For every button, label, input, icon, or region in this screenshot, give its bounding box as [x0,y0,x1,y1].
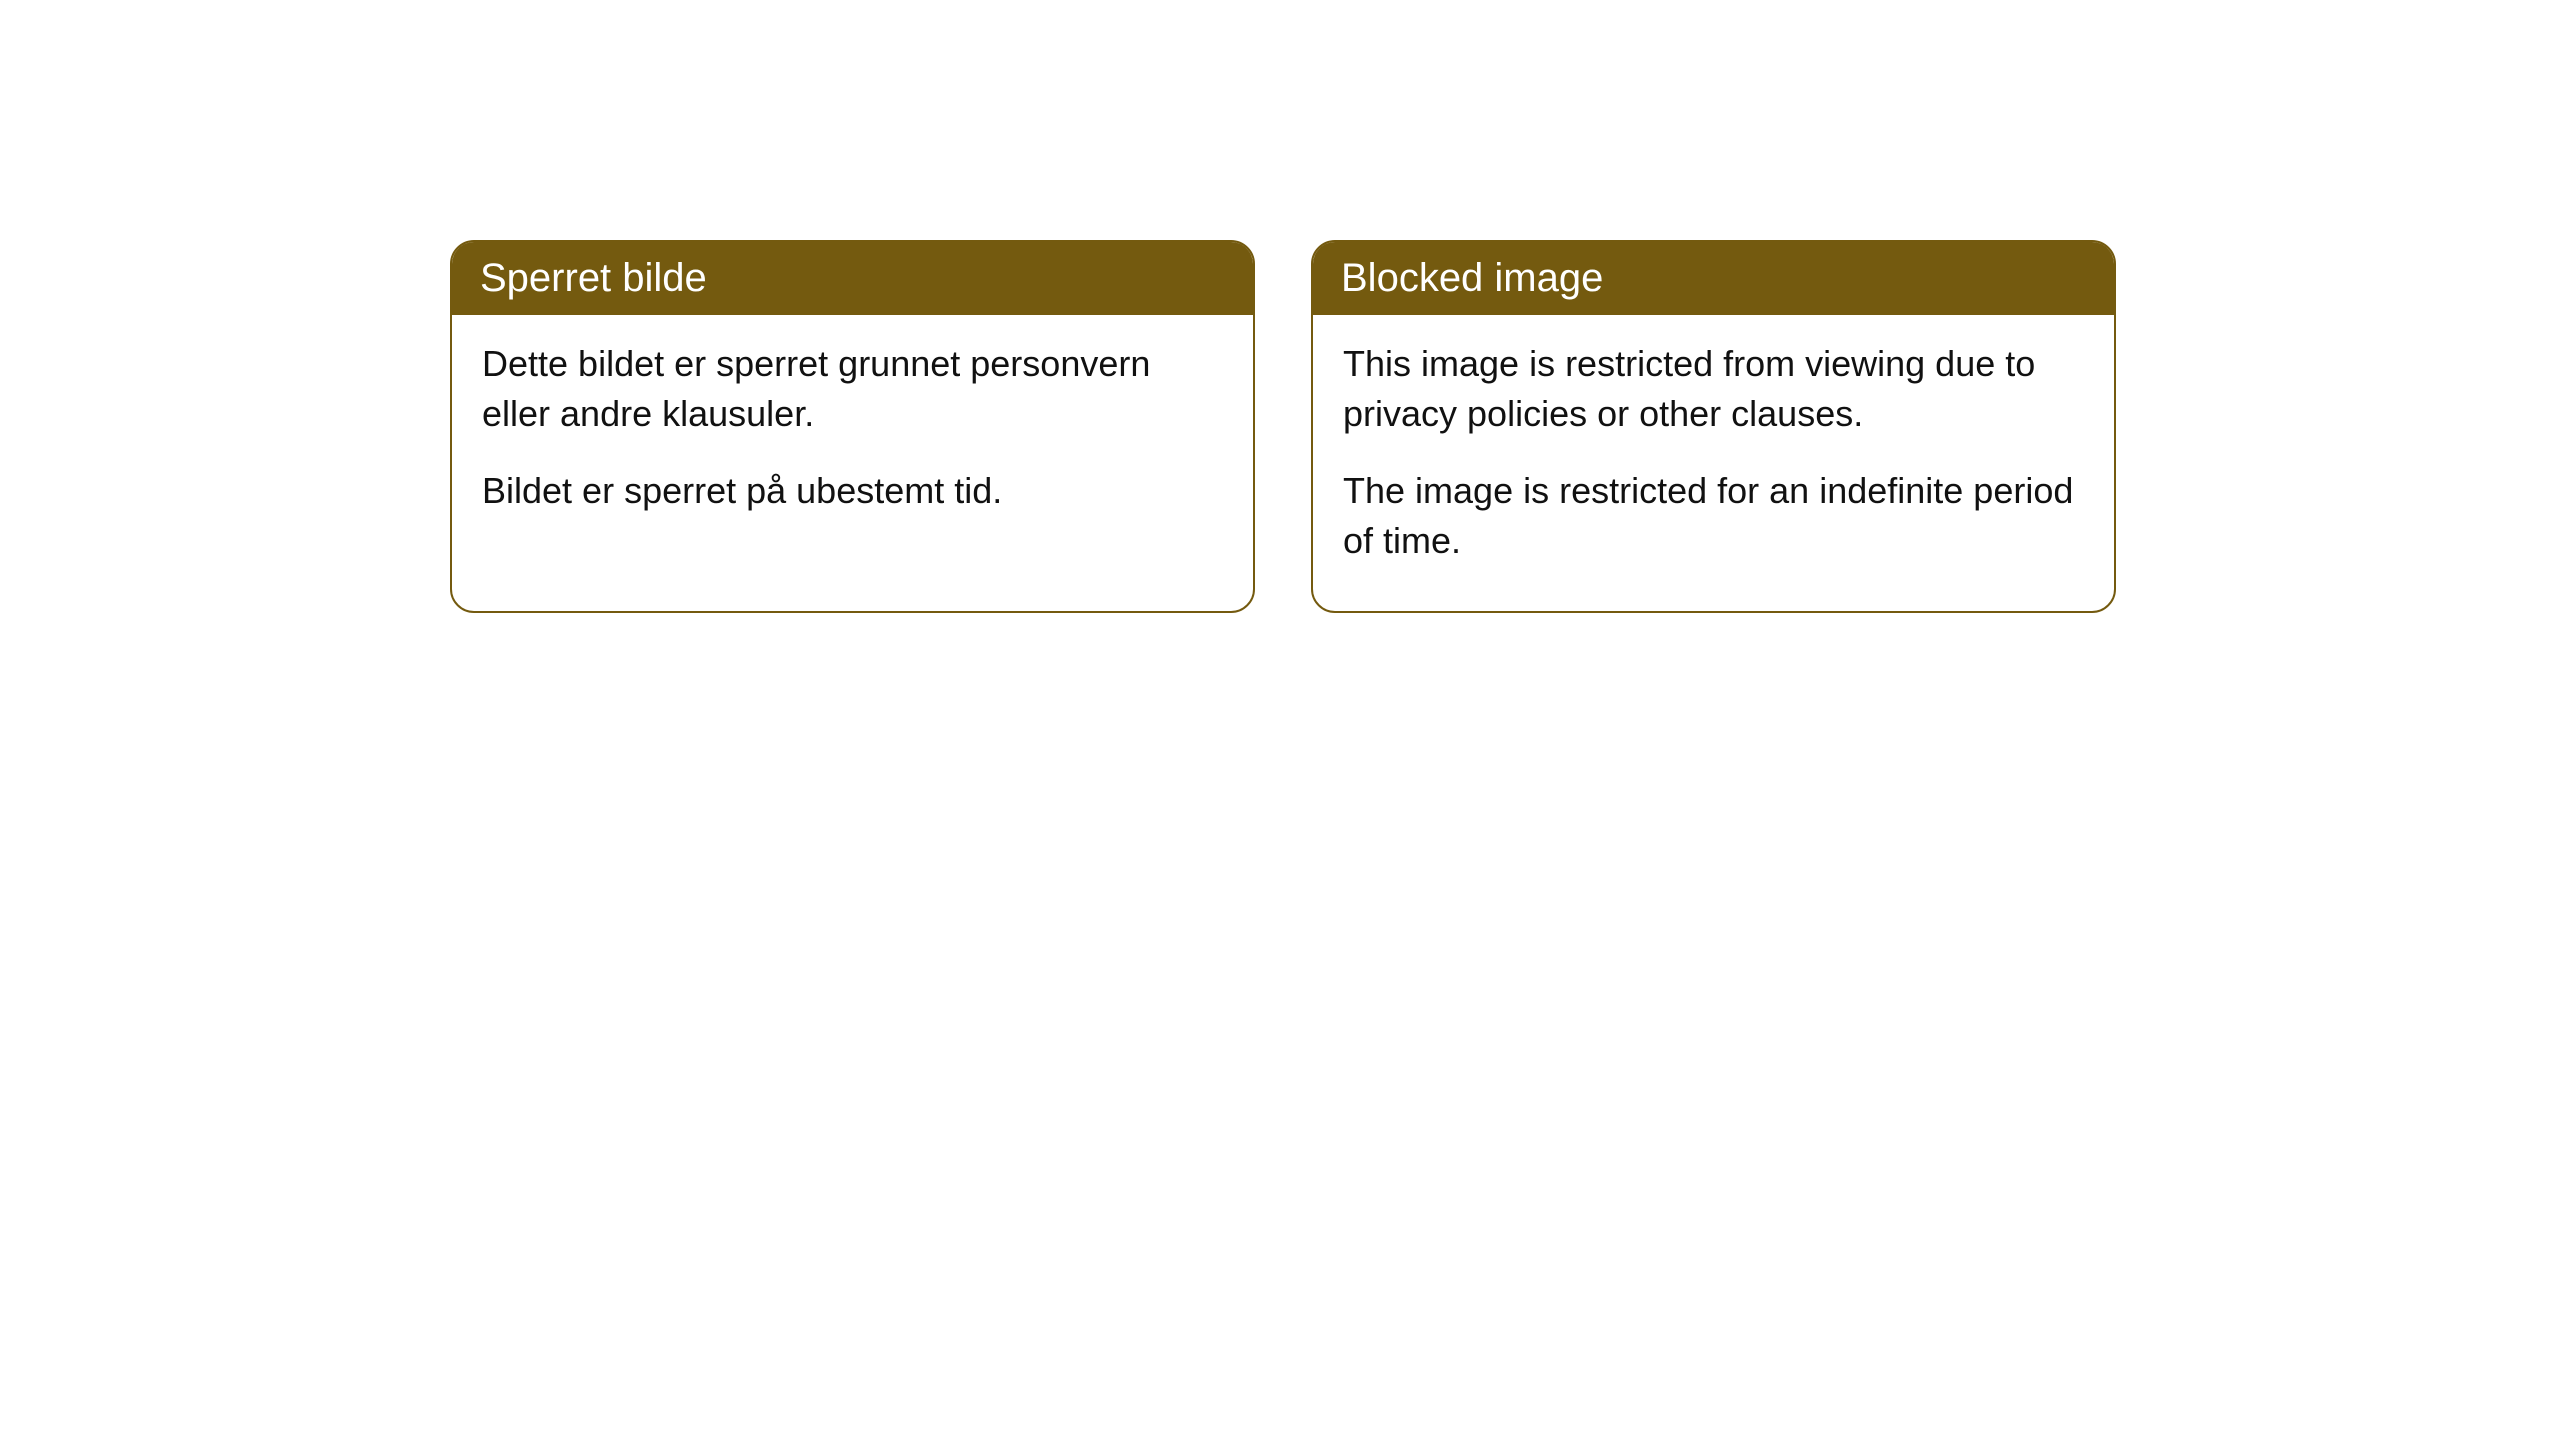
card-body: This image is restricted from viewing du… [1313,315,2114,611]
card-header: Blocked image [1313,242,2114,315]
card-paragraph: The image is restricted for an indefinit… [1343,466,2084,567]
card-paragraph: Bildet er sperret på ubestemt tid. [482,466,1223,516]
card-paragraph: This image is restricted from viewing du… [1343,339,2084,440]
info-card-norwegian: Sperret bilde Dette bildet er sperret gr… [450,240,1255,613]
info-card-english: Blocked image This image is restricted f… [1311,240,2116,613]
card-header: Sperret bilde [452,242,1253,315]
card-paragraph: Dette bildet er sperret grunnet personve… [482,339,1223,440]
card-title: Sperret bilde [480,256,707,300]
cards-container: Sperret bilde Dette bildet er sperret gr… [450,240,2560,613]
card-title: Blocked image [1341,256,1603,300]
card-body: Dette bildet er sperret grunnet personve… [452,315,1253,560]
